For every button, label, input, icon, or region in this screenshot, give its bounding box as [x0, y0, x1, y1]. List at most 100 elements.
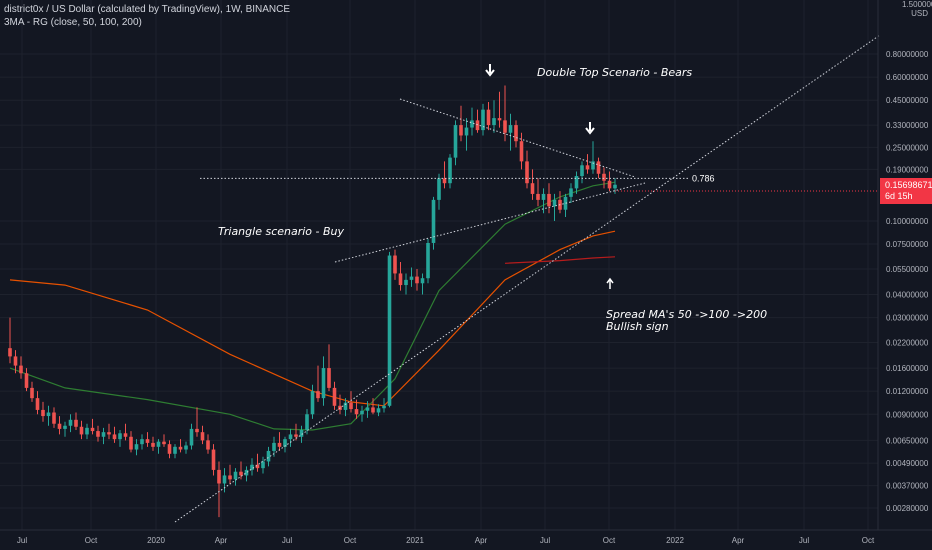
bar-countdown: 6d 15h [885, 191, 913, 201]
arrow-down-icon [585, 122, 595, 135]
y-tick-label: 0.00650000 [886, 436, 929, 445]
candle [255, 453, 260, 472]
candle [536, 178, 540, 207]
triangle-resistance-line[interactable] [399, 98, 636, 178]
x-tick-label: Apr [475, 536, 488, 545]
y-tick-label: 0.00900000 [886, 410, 929, 419]
candle [569, 183, 573, 204]
candle [46, 405, 51, 426]
candle [162, 434, 166, 447]
candle [382, 398, 386, 413]
candle [13, 350, 18, 374]
candle [107, 423, 111, 440]
candle [217, 461, 221, 518]
long-trendline[interactable] [174, 34, 881, 523]
ma100-line [9, 230, 616, 407]
candle [206, 434, 210, 454]
candle [354, 399, 359, 419]
candle [244, 466, 249, 482]
candle [415, 268, 419, 291]
y-tick-label: 0.00370000 [886, 482, 929, 491]
candle [387, 251, 392, 408]
candle [52, 407, 56, 428]
candle [442, 161, 447, 189]
candle [294, 423, 298, 441]
time-axis[interactable]: Jul Oct 2020 Apr Jul Oct 2021 Apr Jul Oct 2022 Apr J… [0, 529, 932, 545]
x-tick-label: 2020 [147, 536, 165, 545]
x-tick-label: Apr [732, 536, 745, 545]
candle [140, 434, 144, 450]
candle [8, 317, 12, 364]
candle [437, 173, 441, 210]
candle [200, 425, 205, 445]
candle [574, 171, 579, 194]
spread-note-line2: Bullish sign [606, 320, 669, 333]
y-tick-label: 0.19000000 [886, 165, 929, 174]
candle [420, 273, 425, 295]
candle [118, 429, 122, 447]
candle [448, 154, 452, 189]
candle [596, 157, 601, 179]
candle [35, 391, 40, 415]
candle [277, 432, 282, 451]
candle [129, 431, 133, 453]
x-tick-label: 2021 [406, 536, 424, 545]
candle [305, 409, 309, 435]
candle [459, 105, 463, 142]
y-tick-label: 0.25000000 [886, 143, 929, 152]
x-tick-label: Jul [282, 536, 292, 545]
x-tick-label: Apr [215, 536, 228, 545]
candle [85, 423, 89, 440]
currency-unit: USD [911, 9, 928, 18]
spread-note-line1: Spread MA's 50 ->100 ->200 [606, 308, 768, 321]
candle [195, 407, 199, 437]
candle [145, 432, 150, 447]
y-tick-label: 0.80000000 [886, 50, 929, 59]
candle [178, 439, 183, 453]
grid [0, 0, 878, 530]
candle [310, 384, 315, 419]
candle [250, 458, 254, 476]
candle [580, 161, 584, 184]
candle [552, 193, 557, 221]
candle [222, 468, 227, 493]
candle [173, 444, 177, 459]
candle [57, 416, 62, 435]
y-tick-label: 0.02200000 [886, 339, 929, 348]
x-tick-label: Oct [85, 536, 98, 545]
arrow-down-icon [485, 64, 495, 77]
candle [530, 169, 535, 200]
candle [211, 444, 216, 476]
candle [283, 436, 287, 453]
candle [481, 103, 485, 136]
candle [365, 401, 370, 418]
candle [558, 191, 562, 214]
candle [239, 461, 243, 480]
current-price-value: 0.15698671 [885, 180, 932, 190]
candle [90, 418, 95, 435]
candle [189, 423, 194, 450]
candle [327, 344, 331, 392]
triangle-note: Triangle scenario - Buy [218, 225, 345, 238]
x-tick-label: Oct [862, 536, 875, 545]
ma200-line [504, 256, 616, 264]
indicator-legend[interactable]: 3MA - RG (close, 50, 100, 200) [4, 17, 142, 28]
candle [233, 468, 238, 486]
y-tick-label: 0.60000000 [886, 73, 929, 82]
candle [393, 249, 397, 280]
candle [68, 414, 73, 433]
x-tick-label: 2022 [666, 536, 684, 545]
candle [492, 100, 496, 133]
candle [475, 109, 480, 133]
y-tick-label: 0.05500000 [886, 265, 929, 274]
price-axis[interactable]: 0.80000000 0.60000000 0.45000000 0.33000000… [877, 0, 929, 530]
triangle-support-line[interactable] [334, 182, 646, 263]
candle [398, 261, 403, 291]
candle [156, 439, 161, 454]
candle [30, 381, 34, 402]
candle [134, 439, 139, 456]
y-tick-label: 0.01600000 [886, 364, 929, 373]
